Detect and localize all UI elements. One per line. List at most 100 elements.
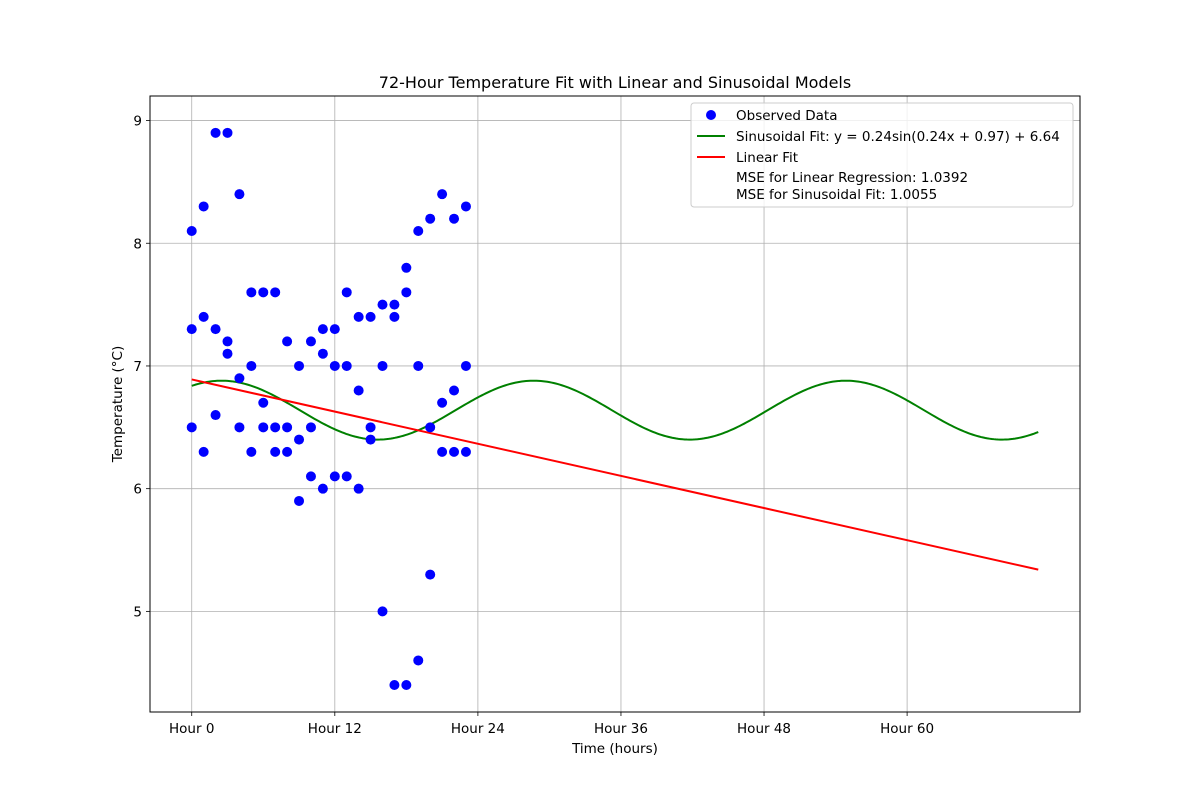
observed-point bbox=[401, 287, 412, 298]
observed-point bbox=[341, 360, 352, 371]
observed-point bbox=[246, 360, 257, 371]
x-axis-label: Time (hours) bbox=[571, 741, 658, 757]
y-tick-label: 6 bbox=[133, 482, 142, 498]
observed-point bbox=[460, 360, 471, 371]
observed-point bbox=[365, 422, 376, 433]
observed-point bbox=[186, 324, 197, 335]
observed-point bbox=[401, 262, 412, 273]
observed-point bbox=[377, 299, 388, 310]
legend-label-observed: Observed Data bbox=[736, 108, 837, 124]
legend-mse-linear: MSE for Linear Regression: 1.0392 bbox=[736, 170, 968, 186]
observed-point bbox=[413, 360, 424, 371]
observed-point bbox=[401, 680, 412, 691]
observed-point bbox=[365, 434, 376, 445]
observed-point bbox=[317, 348, 328, 359]
observed-point bbox=[341, 471, 352, 482]
y-tick-label: 9 bbox=[133, 114, 142, 130]
observed-point bbox=[282, 336, 293, 347]
x-tick-label: Hour 60 bbox=[880, 721, 934, 737]
y-tick-label: 5 bbox=[133, 604, 142, 620]
observed-point bbox=[234, 189, 245, 200]
observed-point bbox=[305, 471, 316, 482]
observed-point bbox=[234, 373, 245, 384]
legend-box bbox=[690, 102, 1074, 208]
legend-marker-observed bbox=[706, 110, 716, 120]
observed-point bbox=[389, 311, 400, 322]
observed-point bbox=[365, 311, 376, 322]
observed-point bbox=[210, 324, 221, 335]
observed-point bbox=[222, 348, 233, 359]
observed-point bbox=[437, 189, 448, 200]
observed-point bbox=[258, 397, 269, 408]
observed-point bbox=[305, 336, 316, 347]
x-tick-label: Hour 24 bbox=[451, 721, 505, 737]
observed-point bbox=[449, 385, 460, 396]
observed-point bbox=[425, 213, 436, 224]
axis-ticks: Hour 0 Hour 12 Hour 24 Hour 36 Hour 48 Hour 6… bbox=[133, 114, 934, 737]
observed-point bbox=[425, 422, 436, 433]
observed-point bbox=[317, 483, 328, 494]
observed-point bbox=[389, 680, 400, 691]
observed-point bbox=[329, 471, 340, 482]
observed-point bbox=[449, 446, 460, 457]
y-tick-label: 8 bbox=[133, 236, 142, 252]
observed-point bbox=[437, 397, 448, 408]
observed-point bbox=[222, 127, 233, 138]
observed-point bbox=[329, 360, 340, 371]
observed-point bbox=[186, 225, 197, 236]
observed-point bbox=[425, 569, 436, 580]
observed-point bbox=[198, 201, 209, 212]
legend-label-linear: Linear Fit bbox=[736, 150, 798, 166]
observed-point bbox=[294, 360, 305, 371]
observed-point bbox=[460, 446, 471, 457]
linear-fit-line bbox=[191, 378, 1039, 571]
observed-point bbox=[377, 606, 388, 617]
observed-point bbox=[329, 324, 340, 335]
observed-point bbox=[258, 422, 269, 433]
observed-point bbox=[353, 311, 364, 322]
observed-point bbox=[210, 127, 221, 138]
x-tick-label: Hour 12 bbox=[308, 721, 362, 737]
observed-point bbox=[389, 299, 400, 310]
observed-point bbox=[460, 201, 471, 212]
observed-point bbox=[282, 422, 293, 433]
observed-point bbox=[198, 311, 209, 322]
plot-series bbox=[186, 127, 1039, 691]
observed-point bbox=[294, 495, 305, 506]
observed-point bbox=[305, 422, 316, 433]
observed-point bbox=[234, 422, 245, 433]
y-tick-label: 7 bbox=[133, 359, 142, 375]
legend-label-sinusoidal: Sinusoidal Fit: y = 0.24sin(0.24x + 0.97… bbox=[736, 129, 1060, 145]
x-tick-label: Hour 0 bbox=[169, 721, 214, 737]
observed-point bbox=[377, 360, 388, 371]
chart-title: 72-Hour Temperature Fit with Linear and … bbox=[379, 73, 851, 92]
observed-point bbox=[341, 287, 352, 298]
observed-point bbox=[198, 446, 209, 457]
observed-point bbox=[186, 422, 197, 433]
observed-point bbox=[222, 336, 233, 347]
observed-point bbox=[282, 446, 293, 457]
observed-point bbox=[413, 225, 424, 236]
legend-mse-sinusoidal: MSE for Sinusoidal Fit: 1.0055 bbox=[736, 187, 937, 203]
sinusoidal-fit-line bbox=[191, 379, 1039, 441]
observed-point bbox=[210, 410, 221, 421]
plot-frame bbox=[149, 95, 1081, 713]
observed-point bbox=[353, 483, 364, 494]
legend: Observed Data Sinusoidal Fit: y = 0.24si… bbox=[690, 102, 1074, 208]
observed-point bbox=[270, 422, 281, 433]
observed-point bbox=[294, 434, 305, 445]
observed-point bbox=[246, 287, 257, 298]
observed-point bbox=[246, 446, 257, 457]
observed-point bbox=[270, 446, 281, 457]
observed-point bbox=[449, 213, 460, 224]
observed-point bbox=[317, 324, 328, 335]
observed-point bbox=[413, 655, 424, 666]
observed-point bbox=[353, 385, 364, 396]
observed-point bbox=[258, 287, 269, 298]
y-axis-label: Temperature (°C) bbox=[110, 346, 126, 464]
x-tick-label: Hour 36 bbox=[594, 721, 648, 737]
observed-point bbox=[270, 287, 281, 298]
observed-point bbox=[437, 446, 448, 457]
x-tick-label: Hour 48 bbox=[737, 721, 791, 737]
